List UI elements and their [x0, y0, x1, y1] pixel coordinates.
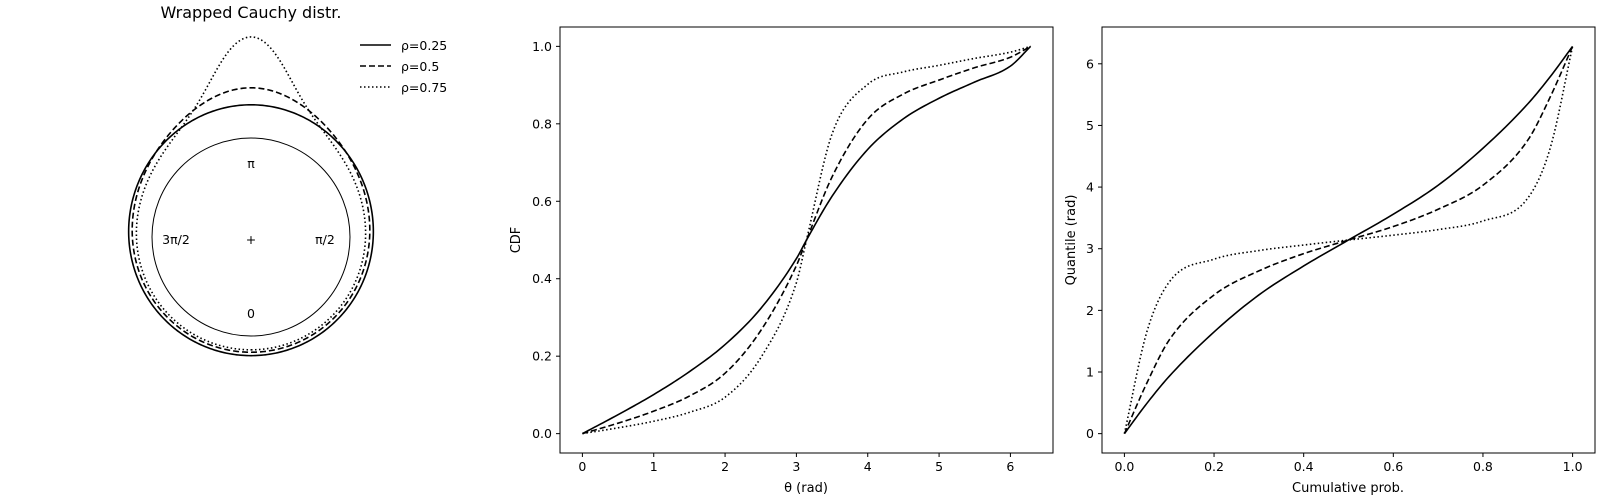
cdf-xtick-label: 5 [935, 459, 943, 474]
circular-density-3 [135, 36, 367, 351]
cdf-xtick-label: 6 [1006, 459, 1014, 474]
quantile-ytick-label: 1 [1086, 365, 1094, 380]
quantile-xtick-label: 1.0 [1563, 459, 1583, 474]
quantile-xtick-label: 0.6 [1383, 459, 1403, 474]
circular-label-top: π [247, 156, 255, 171]
quantile-lines [1123, 45, 1574, 435]
quantile-ytick-label: 5 [1086, 118, 1094, 133]
circular-label-right: π/2 [315, 232, 335, 247]
cdf-ticks: 0 1 2 3 4 5 6 0.0 0.2 0.4 0.6 0.8 1.0 [532, 39, 1014, 474]
unit-circle [151, 137, 351, 337]
quantile-ytick-label: 4 [1086, 180, 1094, 195]
quantile-xtick-label: 0.0 [1114, 459, 1134, 474]
cdf-ytick-label: 0.2 [532, 349, 552, 364]
cdf-ytick-label: 0.6 [532, 194, 552, 209]
legend: ρ=0.25 ρ=0.5 ρ=0.75 [360, 38, 447, 95]
cdf-axes-frame [559, 26, 1054, 454]
quantile-xtick-label: 0.8 [1473, 459, 1493, 474]
legend-label-2: ρ=0.5 [401, 59, 439, 74]
cdf-ytick-label: 0.8 [532, 116, 552, 131]
quantile-ylabel: Quantile (rad) [1064, 195, 1079, 286]
quantile-series-2 [1123, 46, 1574, 434]
circular-center-mark: + [246, 232, 256, 247]
cdf-ytick-label: 0.4 [532, 271, 552, 286]
quantile-ytick-label: 0 [1086, 426, 1094, 441]
circular-label-bottom: 0 [247, 306, 255, 321]
quantile-xtick-label: 0.4 [1294, 459, 1314, 474]
cdf-xtick-label: 4 [864, 459, 872, 474]
quantile-ytick-label: 3 [1086, 241, 1094, 256]
cdf-ytick-label: 0.0 [532, 426, 552, 441]
cdf-xtick-label: 2 [721, 459, 729, 474]
cdf-ylabel: CDF [509, 227, 524, 254]
cdf-xtick-label: 0 [578, 459, 586, 474]
circular-label-left: 3π/2 [162, 232, 190, 247]
quantile-panel: 0.0 0.2 0.4 0.6 0.8 1.0 0 1 2 3 4 5 6 Cumulative pro… [1064, 26, 1596, 496]
cdf-ytick-label: 1.0 [532, 39, 552, 54]
cdf-xtick-label: 1 [650, 459, 658, 474]
cdf-xlabel: θ (rad) [784, 481, 828, 496]
circular-title: Wrapped Cauchy distr. [161, 3, 342, 22]
quantile-ytick-label: 2 [1086, 303, 1094, 318]
cdf-series-3 [582, 45, 1031, 435]
circular-density-1 [127, 103, 375, 357]
quantile-ytick-label: 6 [1086, 56, 1094, 71]
quantile-axes-frame [1101, 26, 1596, 454]
legend-label-3: ρ=0.75 [401, 80, 447, 95]
cdf-panel: 0 1 2 3 4 5 6 0.0 0.2 0.4 0.6 0.8 1.0 θ (rad) CDF [509, 26, 1054, 496]
circular-density-2 [131, 86, 371, 354]
quantile-series-1 [1123, 45, 1574, 435]
legend-label-1: ρ=0.25 [401, 38, 447, 53]
cdf-lines [582, 45, 1032, 435]
wrapped-cauchy-panel: Wrapped Cauchy distr. π π/2 0 3π/2 + [127, 3, 375, 357]
quantile-ticks: 0.0 0.2 0.4 0.6 0.8 1.0 0 1 2 3 4 5 6 [1086, 56, 1583, 474]
circular-plot [127, 36, 375, 357]
quantile-xtick-label: 0.2 [1204, 459, 1224, 474]
quantile-xlabel: Cumulative prob. [1292, 481, 1404, 496]
cdf-xtick-label: 3 [792, 459, 800, 474]
